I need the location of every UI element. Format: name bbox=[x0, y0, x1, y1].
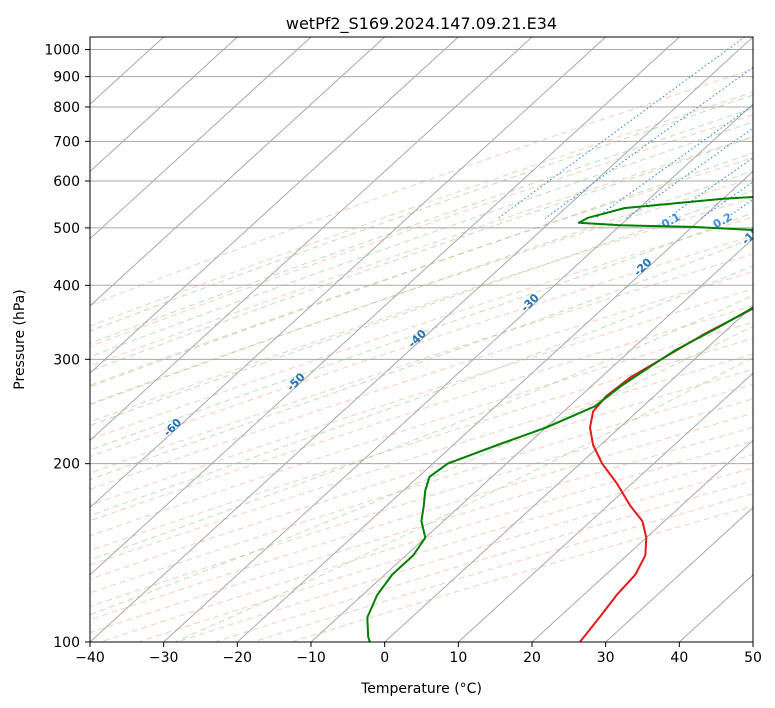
moist-adiabat-line bbox=[90, 212, 753, 451]
isotherms bbox=[90, 37, 753, 642]
x-tick-label: 20 bbox=[523, 650, 541, 666]
dry-adiabat-line bbox=[176, 467, 753, 642]
x-tick-label: −40 bbox=[75, 650, 105, 666]
isotherm-line bbox=[90, 37, 312, 240]
y-tick-label: 300 bbox=[53, 352, 80, 368]
isotherm-line bbox=[163, 103, 753, 642]
moist-adiabat-line bbox=[90, 294, 753, 561]
isotherm-line bbox=[457, 372, 753, 642]
dry-adiabat-line bbox=[90, 216, 753, 440]
dry-adiabat-line bbox=[90, 136, 753, 367]
moist-adiabat-line bbox=[90, 152, 753, 388]
y-tick-label: 800 bbox=[53, 100, 80, 116]
x-tick-label: −10 bbox=[296, 650, 326, 666]
isotherm-line bbox=[90, 37, 386, 307]
isotherm-line bbox=[90, 37, 753, 642]
y-tick-label: 900 bbox=[53, 70, 80, 86]
dry-adiabat-line bbox=[90, 398, 753, 607]
isotherm-line bbox=[90, 37, 680, 576]
dewpoint-profile-line bbox=[366, 195, 753, 642]
dry-adiabat-line bbox=[290, 505, 753, 642]
dry-adiabat-line bbox=[90, 353, 753, 566]
isotherm-line bbox=[90, 37, 238, 173]
mixing-ratio-lines bbox=[497, 37, 753, 219]
dry-adiabat-line bbox=[90, 337, 753, 552]
dry-adiabat-line bbox=[90, 253, 753, 474]
x-tick-label: 10 bbox=[449, 650, 467, 666]
dry-adiabat-line bbox=[90, 368, 753, 580]
temperature-profile-line bbox=[579, 307, 753, 642]
moist-adiabats bbox=[90, 94, 753, 642]
isotherm-line bbox=[90, 37, 533, 442]
dry-adiabat-line bbox=[90, 383, 753, 594]
dry-adiabat-line bbox=[214, 480, 753, 642]
moist-adiabat-line bbox=[90, 136, 753, 372]
y-axis-label: Pressure (hPa) bbox=[12, 289, 28, 389]
x-tick-label: 40 bbox=[670, 650, 688, 666]
y-tick-label: 400 bbox=[53, 278, 80, 294]
chart-title: wetPf2_S169.2024.147.09.21.E34 bbox=[286, 14, 557, 34]
dry-adiabat-line bbox=[90, 157, 753, 386]
y-tick-label: 1000 bbox=[44, 43, 80, 59]
x-tick-label: 30 bbox=[597, 650, 615, 666]
isotherm-line bbox=[310, 237, 753, 642]
dry-adiabat-line bbox=[90, 197, 753, 423]
moist-adiabat-line bbox=[90, 264, 753, 517]
isotherm-line bbox=[90, 37, 459, 374]
x-axis: −40 −30 −20 −10 0 10 20 30 40 50 bbox=[75, 642, 762, 666]
x-tick-label: 50 bbox=[744, 650, 762, 666]
y-tick-label: 100 bbox=[53, 635, 80, 651]
profile-series bbox=[366, 195, 753, 642]
dry-adiabat-line bbox=[90, 412, 753, 621]
isotherm-line bbox=[90, 37, 607, 509]
y-tick-label: 500 bbox=[53, 221, 80, 237]
dry-adiabat-line bbox=[90, 177, 753, 405]
y-tick-label: 200 bbox=[53, 457, 80, 473]
x-tick-label: −20 bbox=[223, 650, 253, 666]
y-tick-label: 700 bbox=[53, 134, 80, 150]
mixing-ratio-line bbox=[700, 181, 753, 219]
plot-frame bbox=[89, 36, 754, 643]
dry-adiabats bbox=[90, 68, 753, 642]
x-axis-label: Temperature (°C) bbox=[360, 681, 482, 697]
x-tick-label: −30 bbox=[149, 650, 179, 666]
isotherm-line bbox=[531, 439, 753, 642]
isotherm-line bbox=[605, 506, 753, 642]
y-axis: 100 200 300 400 500 600 700 800 900 1000 bbox=[44, 43, 90, 651]
mixing-ratio-line bbox=[594, 104, 753, 219]
isotherm-line bbox=[384, 305, 753, 642]
dry-adiabat-line bbox=[252, 493, 753, 642]
y-tick-label: 600 bbox=[53, 174, 80, 190]
isotherm-line bbox=[236, 170, 753, 642]
moist-adiabat-line bbox=[90, 121, 753, 358]
isobar-gridlines bbox=[90, 49, 753, 642]
dry-adiabat-line bbox=[90, 114, 753, 347]
dry-adiabat-line bbox=[90, 235, 753, 458]
dry-adiabat-line bbox=[90, 271, 753, 490]
x-tick-label: 0 bbox=[380, 650, 389, 666]
